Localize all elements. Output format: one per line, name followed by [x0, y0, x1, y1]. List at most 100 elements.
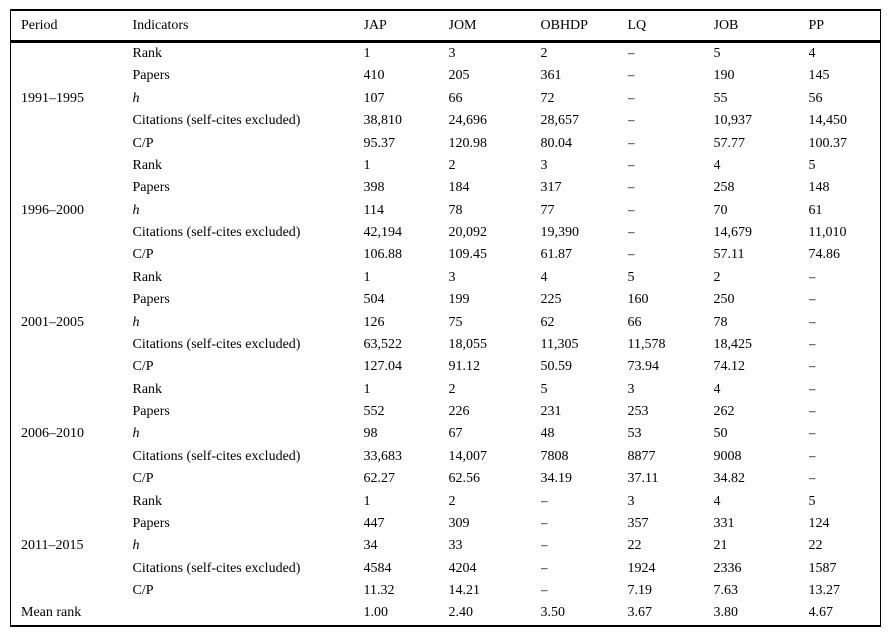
- value-cell: 231: [540, 404, 562, 419]
- journal-indicators-table: Period Indicators JAP JOM OBHDP LQ JOB P…: [10, 9, 881, 627]
- value-cell: –: [627, 135, 635, 151]
- value-cell: 62: [540, 314, 555, 330]
- value-cell: 4: [808, 46, 816, 61]
- value-cell: 1587: [808, 560, 837, 576]
- indicator-cell: Rank: [132, 381, 163, 397]
- value-cell: –: [808, 381, 816, 397]
- value-cell: –: [627, 46, 635, 61]
- value-cell: 5: [713, 46, 721, 61]
- value-cell: 14,679: [713, 225, 753, 240]
- indicator-cell: C/P: [132, 247, 154, 263]
- value-cell: 8877: [627, 448, 656, 464]
- value-cell: 317: [540, 180, 562, 196]
- value-cell: 80.04: [540, 135, 573, 151]
- value-cell: 14,450: [808, 113, 848, 129]
- value-cell: 37.11: [627, 471, 659, 487]
- period-cell: 2001–2005: [21, 314, 84, 330]
- value-cell: 3: [540, 157, 548, 173]
- indicator-cell: Papers: [132, 292, 170, 308]
- journal-indicators-table-container: Period Indicators JAP JOM OBHDP LQ JOB P…: [10, 9, 881, 627]
- indicator-cell: Citations (self-cites excluded): [132, 225, 301, 240]
- value-cell: –: [808, 292, 816, 308]
- table-row: Papers 447 309 – 357 331 124: [11, 513, 881, 535]
- indicator-cell: Citations (self-cites excluded): [132, 113, 301, 129]
- value-cell: –: [627, 157, 635, 173]
- value-cell: 225: [540, 292, 562, 308]
- value-cell: 1: [363, 157, 371, 173]
- value-cell: 199: [448, 292, 470, 308]
- value-cell: 250: [713, 292, 735, 308]
- value-cell: 1: [363, 381, 371, 397]
- value-cell: 100.37: [808, 135, 848, 151]
- value-cell: 253: [627, 404, 649, 419]
- value-cell: 226: [448, 404, 470, 419]
- value-cell: 34.19: [540, 471, 573, 487]
- value-cell: –: [808, 359, 816, 375]
- value-cell: 24,696: [448, 113, 488, 129]
- value-cell: 13.27: [808, 583, 841, 598]
- table-body: 1991–1995 Rank 1 3 2–5 4 Papers 410 205 361–190 14…: [11, 42, 881, 626]
- table-row: C/P 106.88 109.45 61.87 – 57.11 74.86: [11, 244, 881, 266]
- indicator-cell: Papers: [132, 404, 170, 419]
- value-cell: –: [627, 68, 635, 84]
- table-row: 2006–2010 Rank 1 2 5 3 4–: [11, 379, 881, 442]
- value-cell: –: [627, 247, 635, 263]
- value-cell: 10,937: [713, 113, 753, 129]
- value-cell: 50: [713, 426, 728, 442]
- value-cell: 1: [363, 493, 371, 509]
- value-cell: 22: [808, 538, 823, 554]
- indicator-cell: h: [132, 314, 140, 330]
- value-cell: –: [808, 426, 816, 442]
- period-cell: 2011–2015: [21, 538, 84, 554]
- value-cell: –: [540, 515, 548, 531]
- value-cell: 70: [713, 202, 728, 218]
- value-cell: –: [540, 538, 548, 554]
- table-row: Papers 398 184 317 – 258 148: [11, 177, 881, 199]
- value-cell: 53: [627, 426, 642, 442]
- indicator-cell: h: [132, 426, 140, 442]
- value-cell: 91.12: [448, 359, 481, 375]
- value-cell: –: [540, 560, 548, 576]
- value-cell: 50.59: [540, 359, 573, 375]
- indicator-cell: Papers: [132, 515, 170, 531]
- indicator-cell: C/P: [132, 359, 154, 375]
- indicator-cell: Papers: [132, 68, 170, 84]
- value-cell: 62.27: [363, 471, 396, 487]
- value-cell: 20,092: [448, 225, 488, 240]
- value-cell: 4.67: [808, 605, 834, 621]
- indicator-cell: Citations (self-cites excluded): [132, 448, 301, 464]
- indicator-cell: C/P: [132, 471, 154, 487]
- value-cell: –: [808, 404, 816, 419]
- column-header-jap: JAP: [363, 10, 449, 43]
- table-row: Citations (self-cites excluded) 42,194 20,…: [11, 222, 881, 244]
- value-cell: 33: [448, 538, 463, 554]
- value-cell: 78: [448, 202, 463, 218]
- indicator-cell: Citations (self-cites excluded): [132, 336, 301, 352]
- value-cell: 3: [448, 269, 456, 285]
- table-row: Papers 552 226 231 253 262 –: [11, 401, 881, 423]
- value-cell: 398: [363, 180, 385, 196]
- table-row: Papers 504 199 225 160 250 –: [11, 289, 881, 311]
- value-cell: 5: [540, 381, 548, 397]
- value-cell: 18,055: [448, 336, 488, 352]
- value-cell: –: [808, 336, 816, 352]
- value-cell: 3: [448, 46, 456, 61]
- table-row: h 107 66 72 – 55 56: [11, 88, 881, 110]
- value-cell: 3: [627, 493, 635, 509]
- value-cell: 14.21: [448, 583, 481, 598]
- indicator-cell: Rank: [132, 46, 163, 61]
- value-cell: 5: [627, 269, 635, 285]
- value-cell: 7.19: [627, 583, 653, 598]
- value-cell: –: [627, 90, 635, 106]
- value-cell: –: [540, 583, 548, 598]
- table-row: C/P 62.27 62.56 34.19 37.11 34.82 –: [11, 468, 881, 490]
- table-row: Citations (self-cites excluded) 4584 4204 –…: [11, 558, 881, 580]
- value-cell: –: [627, 113, 635, 129]
- value-cell: 95.37: [363, 135, 396, 151]
- value-cell: 33,683: [363, 448, 403, 464]
- value-cell: 75: [448, 314, 463, 330]
- value-cell: 73.94: [627, 359, 660, 375]
- value-cell: 1.00: [363, 605, 389, 621]
- indicator-cell: h: [132, 538, 140, 554]
- indicator-cell: Rank: [132, 493, 163, 509]
